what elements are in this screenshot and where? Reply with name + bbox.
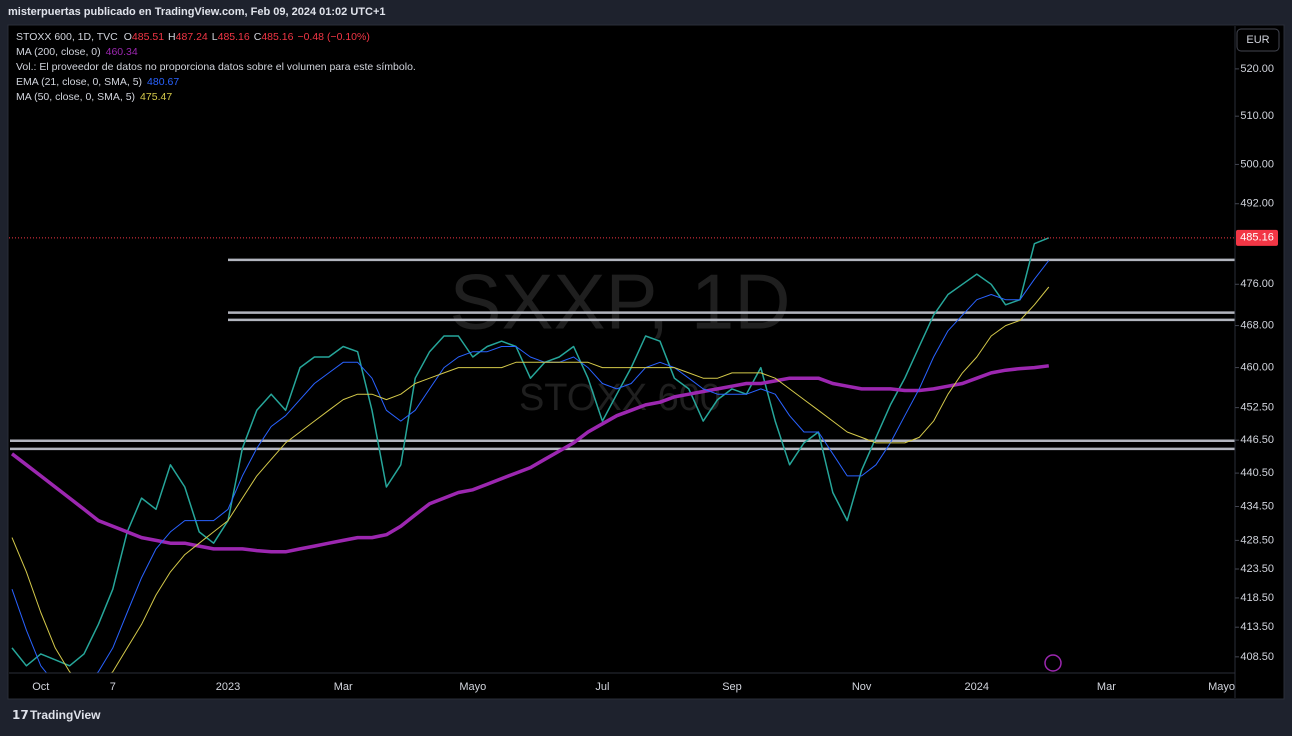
legend-ohlc-value: 485.51 xyxy=(132,31,164,43)
legend-name: EMA (21, close, 0, SMA, 5) xyxy=(16,76,142,88)
series-line xyxy=(11,286,1050,673)
x-tick-label: 7 xyxy=(110,681,116,693)
plot-area xyxy=(9,237,1235,673)
x-tick-label: Oct xyxy=(32,681,49,693)
footer-logo: 𝟭𝟳 xyxy=(12,708,29,722)
x-tick-label: 2024 xyxy=(965,681,989,693)
y-tick-label: 440.50 xyxy=(1240,467,1274,479)
y-tick-label: 452.50 xyxy=(1240,402,1274,414)
currency-label[interactable]: EUR xyxy=(1246,34,1269,46)
series-line xyxy=(11,237,1050,667)
y-tick-label: 446.50 xyxy=(1240,434,1274,446)
series-line xyxy=(11,260,1050,673)
y-tick-label: 520.00 xyxy=(1240,63,1274,75)
footer-brand: TradingView xyxy=(30,708,101,722)
legend-ohlc-value: 485.16 xyxy=(218,31,250,43)
y-tick-label: 510.00 xyxy=(1240,110,1274,122)
watermark-symbol: SXXP, 1D xyxy=(449,258,790,346)
legend-ohlc-value: 485.16 xyxy=(261,31,293,43)
legend-change: −0.48 (−0.10%) xyxy=(297,31,369,43)
x-tick-label: Mar xyxy=(334,681,353,693)
legend-symbol: STOXX 600, 1D, TVC xyxy=(16,31,118,43)
legend-row: MA (200, close, 0) 460.34 xyxy=(16,46,138,58)
legend-value: 475.47 xyxy=(140,91,172,103)
x-tick-label: Mayo xyxy=(459,681,486,693)
y-tick-label: 408.50 xyxy=(1240,651,1274,663)
y-tick-label: 460.00 xyxy=(1240,361,1274,373)
legend-ohlc-label: L xyxy=(212,31,218,43)
y-tick-label: 434.50 xyxy=(1240,500,1274,512)
alert-icon[interactable] xyxy=(1044,654,1062,672)
legend-name: MA (50, close, 0, SMA, 5) xyxy=(16,91,135,103)
legend-ohlc-label: C xyxy=(254,31,262,43)
watermark-name: STOXX 600 xyxy=(519,377,721,419)
x-tick-label: 2023 xyxy=(216,681,240,693)
chart-panel xyxy=(7,24,1285,700)
footer xyxy=(0,700,1292,731)
currency-button[interactable] xyxy=(1236,28,1280,52)
series-line xyxy=(10,364,1050,554)
legend-row: STOXX 600, 1D, TVC O485.51 H487.24 L485.16 C… xyxy=(16,31,370,43)
legend-row: EMA (21, close, 0, SMA, 5) 480.67 xyxy=(16,76,179,88)
header-title: misterpuertas publicado en TradingView.c… xyxy=(8,6,386,18)
x-tick-label: Mayo xyxy=(1208,681,1235,693)
y-tick-label: 418.50 xyxy=(1240,592,1274,604)
legend-name: MA (200, close, 0) xyxy=(16,46,101,58)
legend-value: 460.34 xyxy=(106,46,138,58)
y-tick-label: 423.50 xyxy=(1240,563,1274,575)
y-tick-label: 413.50 xyxy=(1240,621,1274,633)
x-tick-label: Nov xyxy=(852,681,872,693)
legend-volume-note: Vol.: El proveedor de datos no proporcio… xyxy=(16,61,416,73)
legend-ohlc-value: 487.24 xyxy=(176,31,208,43)
legend-ohlc-label: O xyxy=(124,31,132,43)
legend-row: MA (50, close, 0, SMA, 5) 475.47 xyxy=(16,91,172,103)
y-tick-label: 500.00 xyxy=(1240,158,1274,170)
x-tick-label: Mar xyxy=(1097,681,1116,693)
y-tick-label: 476.00 xyxy=(1240,278,1274,290)
y-tick-label: 428.50 xyxy=(1240,534,1274,546)
x-tick-label: Jul xyxy=(595,681,609,693)
x-tick-label: Sep xyxy=(722,681,742,693)
legend: STOXX 600, 1D, TVC O485.51 H487.24 L485.16 C… xyxy=(16,31,416,103)
y-tick-label: 468.00 xyxy=(1240,319,1274,331)
y-tick-label: 492.00 xyxy=(1240,198,1274,210)
legend-ohlc-label: H xyxy=(168,31,176,43)
watermark: SXXP, 1D STOXX 600 xyxy=(449,258,790,419)
last-price-tag xyxy=(1236,229,1278,246)
legend-value: 480.67 xyxy=(147,76,179,88)
last-price-label: 485.16 xyxy=(1240,232,1274,244)
